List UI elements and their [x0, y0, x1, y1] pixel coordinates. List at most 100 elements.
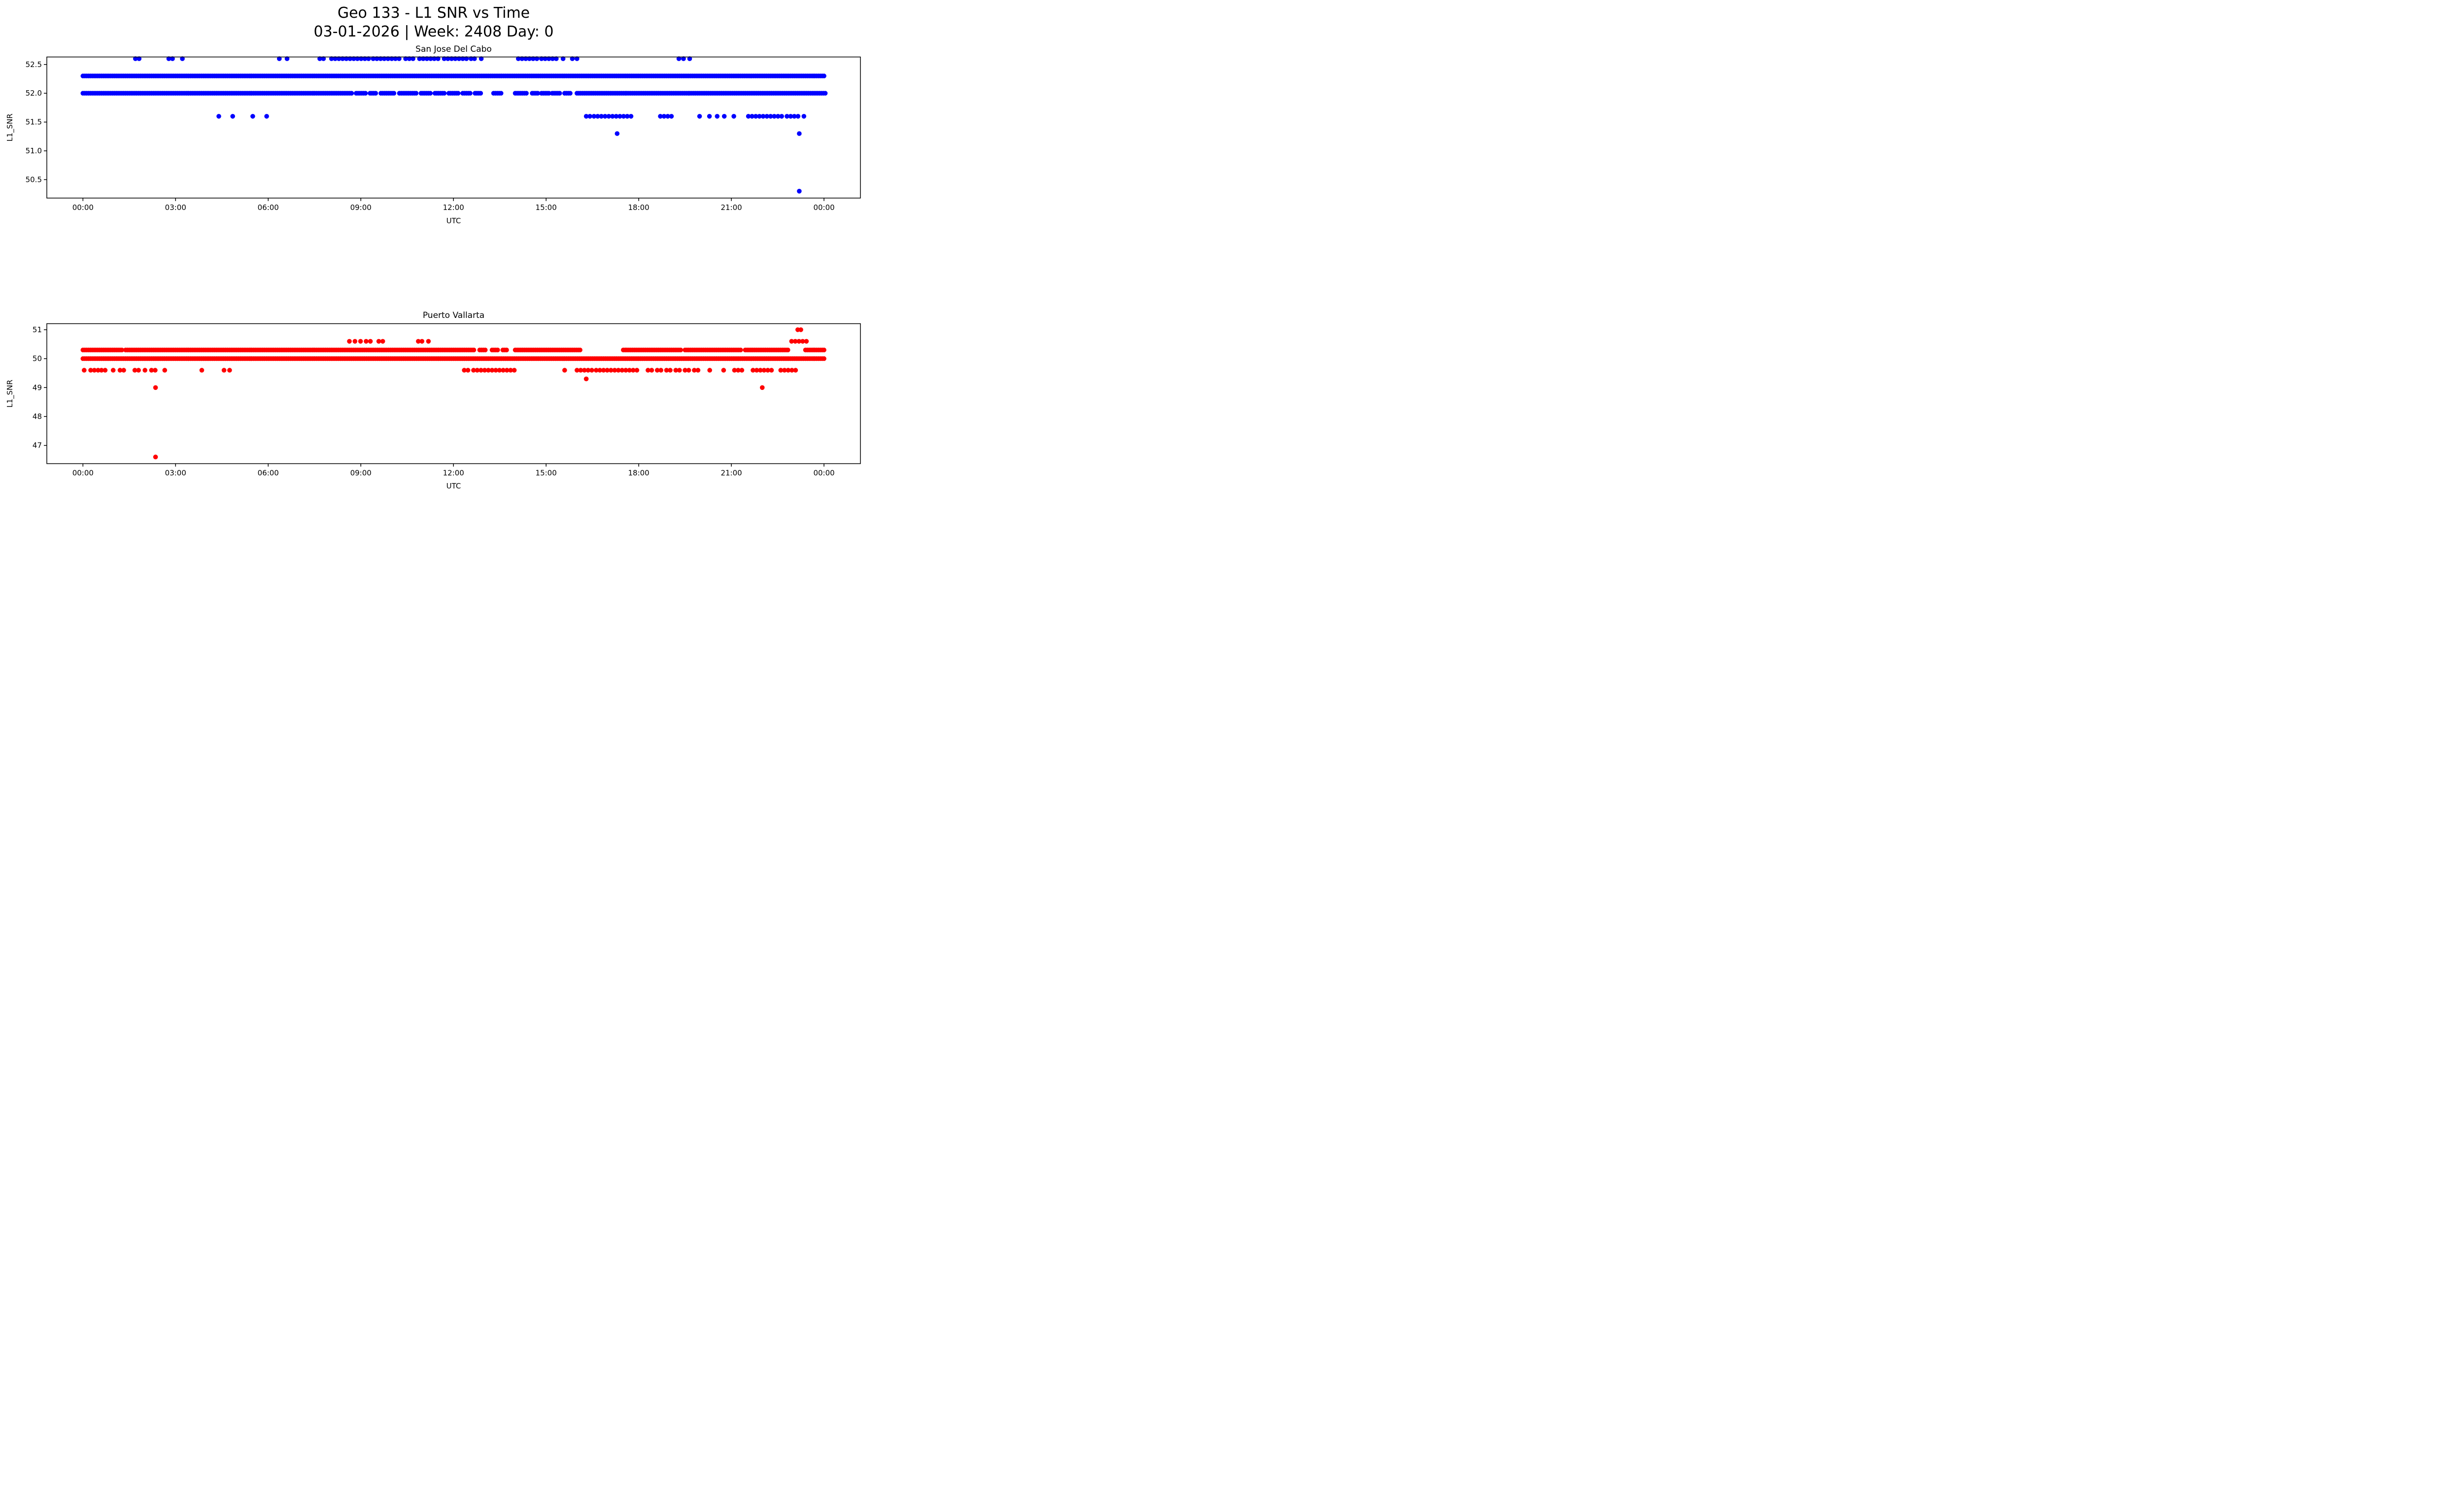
data-point [442, 91, 447, 96]
y-tick-label: 48 [33, 412, 42, 421]
data-point [436, 56, 441, 61]
data-point [501, 368, 506, 373]
data-point [344, 56, 349, 61]
data-point [677, 368, 682, 373]
data-point [804, 339, 809, 344]
x-tick-label: 09:00 [350, 203, 372, 212]
x-tick-label: 00:00 [72, 469, 94, 478]
data-point [649, 368, 654, 373]
data-point [277, 56, 282, 61]
data-point [797, 189, 802, 194]
subplot-1-x-axis-label: UTC [446, 482, 461, 490]
data-point [595, 114, 600, 119]
data-point [382, 56, 387, 61]
data-point [469, 56, 474, 61]
data-point [121, 368, 126, 373]
data-point [199, 368, 205, 373]
data-point [230, 114, 236, 119]
data-point [460, 56, 465, 61]
data-point [336, 56, 342, 61]
data-point [142, 368, 148, 373]
data-point [578, 348, 582, 352]
data-point [821, 73, 826, 78]
y-tick-label: 52.0 [26, 89, 42, 98]
data-point [498, 91, 504, 96]
data-point [785, 114, 789, 119]
data-point [389, 56, 394, 61]
subplot-1-plot-area: 00:00 03:00 06:00 09:00 12:00 15:00 18:00 21:00… [33, 323, 861, 478]
data-point [362, 56, 368, 61]
data-point [751, 368, 755, 373]
data-point [614, 114, 619, 119]
data-point [535, 91, 540, 96]
y-tick-label: 51 [33, 325, 42, 334]
data-point [676, 56, 682, 61]
x-tick-label: 18:00 [628, 469, 650, 478]
data-point [687, 56, 692, 61]
data-point [103, 368, 108, 373]
data-point [821, 348, 826, 352]
data-point [368, 339, 373, 344]
data-point [721, 368, 726, 373]
data-point [619, 368, 625, 373]
data-point [497, 368, 502, 373]
data-point [119, 348, 125, 352]
data-point [516, 56, 521, 61]
data-point [250, 114, 255, 119]
data-point [340, 56, 345, 61]
data-point [792, 114, 797, 119]
data-point [697, 114, 702, 119]
data-point [264, 114, 269, 119]
data-point [475, 368, 480, 373]
data-point [750, 114, 754, 119]
axes-border [46, 323, 861, 464]
data-point [137, 56, 142, 61]
data-point [153, 368, 158, 373]
data-point [738, 348, 743, 352]
data-point [668, 368, 673, 373]
data-point [455, 91, 461, 96]
data-point [793, 368, 798, 373]
data-point [110, 368, 116, 373]
data-point [180, 56, 185, 61]
data-point [92, 368, 97, 373]
data-point [550, 56, 555, 61]
data-point [731, 114, 736, 119]
data-point [375, 56, 379, 61]
subplot-0-canvas: 00:00 03:00 06:00 09:00 12:00 15:00 18:00 21:00… [5, 56, 861, 225]
y-tick-label: 47 [33, 441, 42, 450]
data-point [589, 368, 594, 373]
data-point [407, 56, 412, 61]
x-tick-label: 06:00 [258, 203, 279, 212]
data-point [591, 114, 597, 119]
data-point [695, 368, 701, 373]
data-point [789, 339, 794, 344]
data-point [508, 368, 513, 373]
data-point [482, 368, 487, 373]
subplot-1-title: Puerto Vallarta [422, 311, 485, 320]
y-tick-label: 51.0 [26, 146, 42, 155]
data-point [534, 56, 540, 61]
x-tick-label: 18:00 [628, 203, 650, 212]
data-point [578, 368, 583, 373]
figure: Geo 133 - L1 SNR vs Time 03-01-2026 | We… [0, 0, 867, 498]
data-point [519, 56, 525, 61]
data-point [445, 56, 450, 61]
data-point [132, 368, 137, 373]
data-point [778, 368, 784, 373]
data-point [133, 56, 138, 61]
data-point [378, 56, 383, 61]
data-point [478, 91, 483, 96]
data-point [523, 56, 528, 61]
data-point [570, 56, 575, 61]
data-point [793, 339, 798, 344]
data-point [543, 56, 548, 61]
x-tick-label: 21:00 [720, 203, 742, 212]
data-point [82, 368, 87, 373]
data-point [88, 368, 93, 373]
data-point [568, 91, 573, 96]
data-point [376, 339, 381, 344]
data-point [512, 368, 517, 373]
data-point [468, 91, 473, 96]
data-point [417, 56, 422, 61]
